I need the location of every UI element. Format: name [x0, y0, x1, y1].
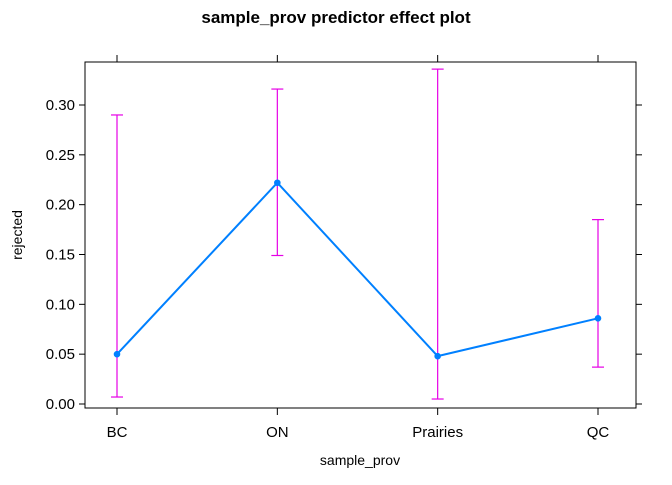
y-tick-label: 0.10	[46, 296, 75, 313]
data-point-on	[274, 179, 281, 187]
data-point-bc	[113, 350, 121, 358]
series-line	[116, 181, 599, 358]
y-tick-label: 0.30	[46, 97, 75, 114]
line-layer	[113, 179, 602, 360]
y-tick-label: 0.05	[46, 346, 75, 363]
plot-frame	[84, 61, 637, 409]
y-tick-label: 0.00	[46, 396, 75, 413]
ticks-layer: 0.00 0.05 0.10 0.15 0.20 0.25 0.30 BC ON Prairies…	[46, 55, 642, 441]
data-point-prairies	[434, 352, 441, 360]
y-tick-label: 0.15	[46, 247, 75, 264]
errorbars-layer	[111, 68, 604, 400]
x-tick-label: ON	[266, 424, 289, 441]
x-axis-label: sample_prov	[320, 452, 400, 468]
y-tick-label: 0.20	[46, 197, 75, 214]
chart-title: sample_prov predictor effect plot	[201, 8, 471, 27]
x-tick-label: QC	[587, 424, 610, 441]
y-tick-label: 0.25	[46, 147, 75, 164]
x-tick-label: BC	[107, 424, 128, 441]
x-tick-label: Prairies	[412, 424, 463, 441]
data-point-qc	[594, 314, 602, 322]
y-axis-label: rejected	[9, 210, 25, 260]
